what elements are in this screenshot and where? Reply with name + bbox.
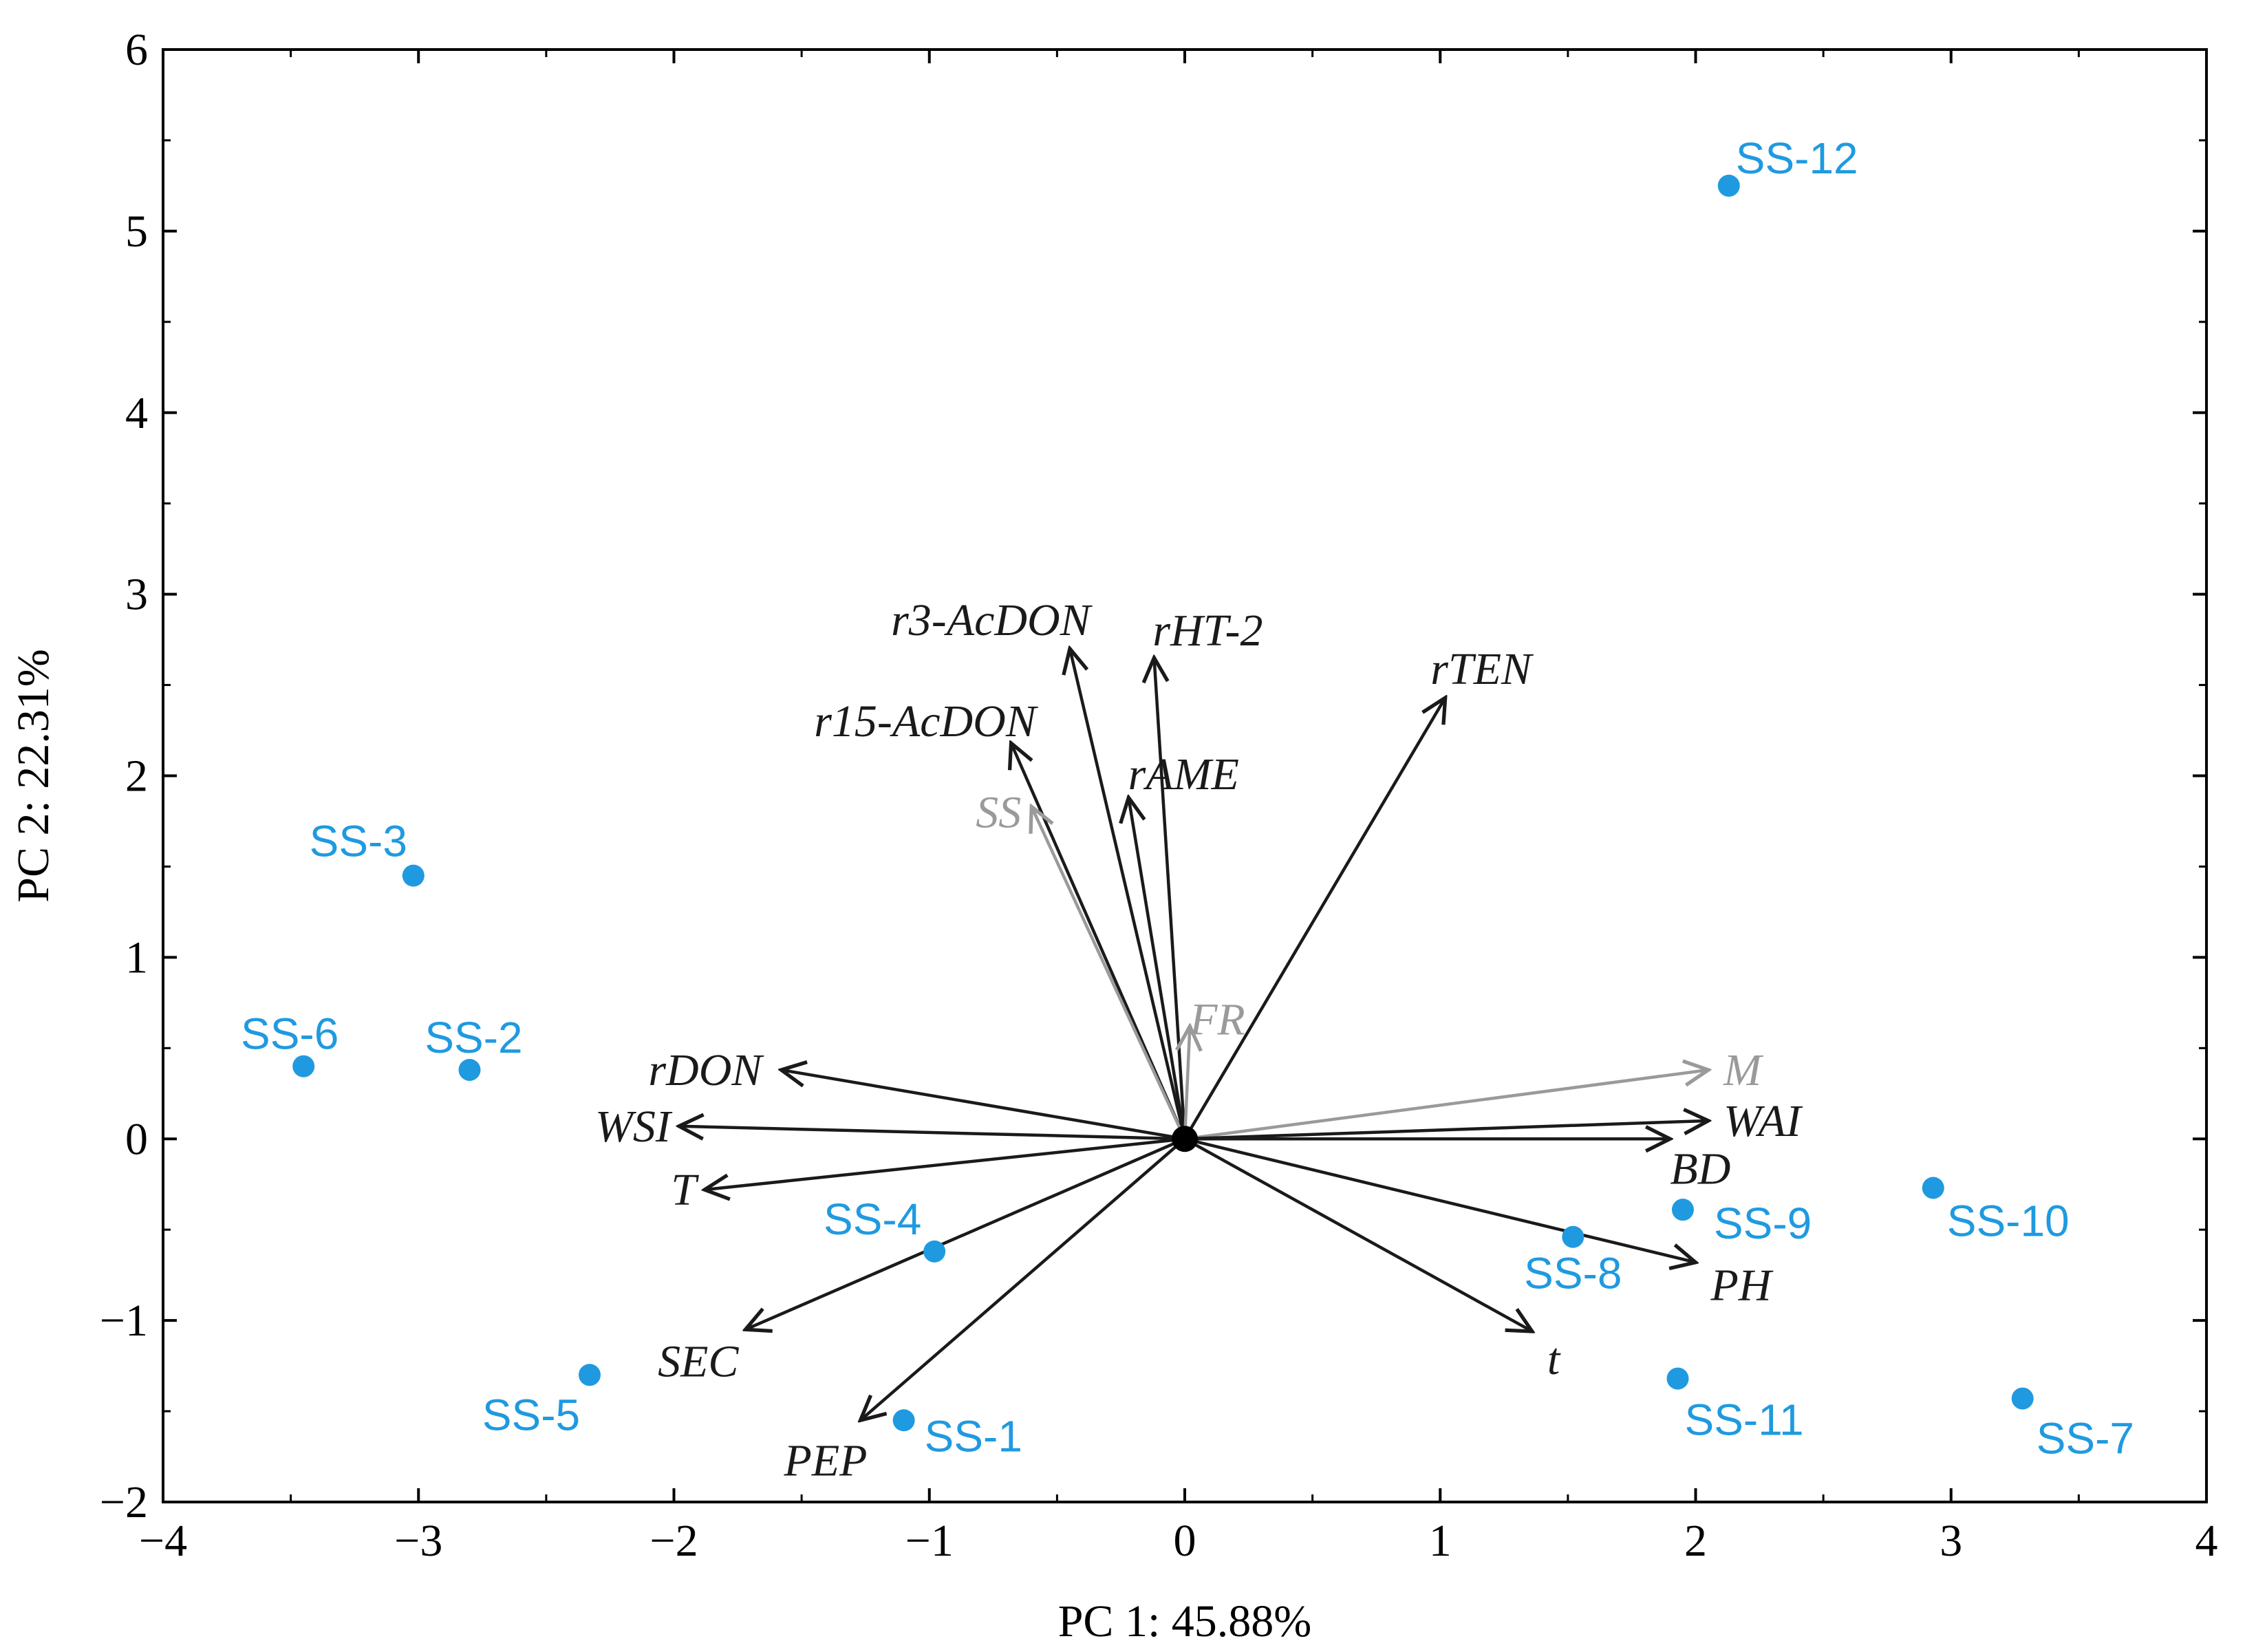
sample-label-SS-10: SS-10 bbox=[1947, 1196, 2070, 1245]
x-tick-label: −4 bbox=[139, 1516, 187, 1566]
vector-label-WAI: WAI bbox=[1723, 1096, 1803, 1146]
y-tick-label: 0 bbox=[125, 1114, 148, 1164]
y-tick-label: 3 bbox=[125, 570, 148, 620]
sample-point-SS-5 bbox=[578, 1364, 601, 1386]
sample-point-SS-7 bbox=[2011, 1387, 2034, 1410]
sample-point-SS-11 bbox=[1666, 1367, 1689, 1390]
vector-label-WSI: WSI bbox=[595, 1102, 673, 1152]
sample-label-SS-2: SS-2 bbox=[425, 1013, 522, 1062]
vector-arrow-SEC bbox=[745, 1137, 1185, 1329]
vector-arrow-rDON bbox=[781, 1070, 1185, 1141]
x-tick-label: 3 bbox=[1940, 1516, 1962, 1566]
y-tick-label: 6 bbox=[125, 25, 148, 75]
vector-arrow-PEP bbox=[861, 1137, 1186, 1420]
x-tick-label: 0 bbox=[1174, 1516, 1196, 1566]
vector-arrow-WSI bbox=[679, 1126, 1185, 1139]
origin-dot bbox=[1172, 1126, 1198, 1152]
vector-label-T: T bbox=[671, 1165, 699, 1215]
x-tick-label: 4 bbox=[2195, 1516, 2218, 1566]
y-tick-label: 1 bbox=[125, 932, 148, 983]
x-tick-label: 1 bbox=[1429, 1516, 1452, 1566]
sample-point-SS-1 bbox=[892, 1409, 915, 1432]
x-tick-label: −2 bbox=[649, 1516, 698, 1566]
vector-arrow-T bbox=[705, 1137, 1185, 1190]
sample-label-SS-4: SS-4 bbox=[824, 1194, 921, 1244]
x-tick-label: −3 bbox=[394, 1516, 442, 1566]
sample-label-SS-9: SS-9 bbox=[1714, 1199, 1812, 1248]
sample-label-SS-1: SS-1 bbox=[925, 1411, 1022, 1461]
vector-label-PH: PH bbox=[1710, 1261, 1774, 1311]
vector-label-FR: FR bbox=[1189, 995, 1245, 1045]
axis-ticks-group: −4 −3 −2 −1 0 1 2 3 4 −2 −1 0 1 2 3 4 5 6 bbox=[100, 25, 2218, 1566]
vector-label-rAME: rAME bbox=[1128, 749, 1239, 800]
sample-label-SS-7: SS-7 bbox=[2037, 1414, 2134, 1463]
sample-label-SS-6: SS-6 bbox=[241, 1009, 339, 1059]
sample-point-SS-4 bbox=[923, 1240, 946, 1263]
vector-label-rHT-2: rHT-2 bbox=[1152, 605, 1263, 656]
sample-point-SS-6 bbox=[292, 1055, 315, 1077]
vector-label-r15-AcDON: r15-AcDON bbox=[814, 696, 1039, 747]
vector-arrow-SS bbox=[1031, 806, 1187, 1140]
sample-point-SS-2 bbox=[458, 1058, 481, 1081]
y-tick-label: −1 bbox=[100, 1296, 148, 1346]
sample-point-SS-9 bbox=[1671, 1199, 1694, 1221]
sample-point-SS-3 bbox=[402, 864, 425, 887]
x-axis-title: PC 1: 45.88% bbox=[1058, 1596, 1312, 1646]
y-tick-label: −2 bbox=[100, 1477, 148, 1527]
vector-arrow-WAI bbox=[1184, 1121, 1708, 1141]
loading-vectors-group bbox=[679, 649, 1708, 1420]
vector-arrow-PH bbox=[1184, 1137, 1696, 1262]
sample-point-SS-8 bbox=[1562, 1225, 1585, 1248]
vector-label-rTEN: rTEN bbox=[1430, 644, 1534, 694]
vector-label-rDON: rDON bbox=[648, 1045, 764, 1095]
vector-arrow-FR bbox=[1185, 1027, 1190, 1139]
y-tick-label: 2 bbox=[125, 751, 148, 802]
vector-label-SS: SS bbox=[976, 787, 1021, 837]
sample-label-SS-11: SS-11 bbox=[1685, 1395, 1804, 1445]
x-tick-label: 2 bbox=[1684, 1516, 1707, 1566]
sample-label-SS-3: SS-3 bbox=[310, 817, 407, 866]
vector-label-PEP: PEP bbox=[784, 1435, 868, 1485]
vector-label-r3-AcDON: r3-AcDON bbox=[891, 595, 1093, 645]
y-tick-label: 5 bbox=[125, 206, 148, 257]
vector-arrow-t bbox=[1183, 1137, 1532, 1331]
sample-points-group bbox=[292, 174, 2034, 1432]
vector-arrow-rHT-2 bbox=[1154, 658, 1187, 1139]
sample-label-SS-8: SS-8 bbox=[1524, 1249, 1622, 1298]
vector-label-t: t bbox=[1547, 1334, 1561, 1384]
vector-arrow-M bbox=[1184, 1070, 1708, 1141]
sample-point-SS-10 bbox=[1922, 1177, 1944, 1199]
x-tick-label: −1 bbox=[905, 1516, 954, 1566]
vector-arrow-rAME bbox=[1128, 797, 1187, 1139]
vector-label-BD: BD bbox=[1670, 1144, 1730, 1194]
sample-point-SS-12 bbox=[1717, 174, 1740, 197]
vector-arrow-r3-AcDON bbox=[1070, 649, 1187, 1139]
sample-label-SS-5: SS-5 bbox=[482, 1390, 580, 1439]
vector-label-M: M bbox=[1723, 1045, 1764, 1095]
sample-label-SS-12: SS-12 bbox=[1736, 133, 1858, 183]
y-axis-title: PC 2: 22.31% bbox=[8, 649, 58, 903]
vector-arrow-rTEN bbox=[1183, 698, 1446, 1140]
vector-label-SEC: SEC bbox=[658, 1336, 739, 1386]
y-tick-label: 4 bbox=[125, 388, 148, 438]
